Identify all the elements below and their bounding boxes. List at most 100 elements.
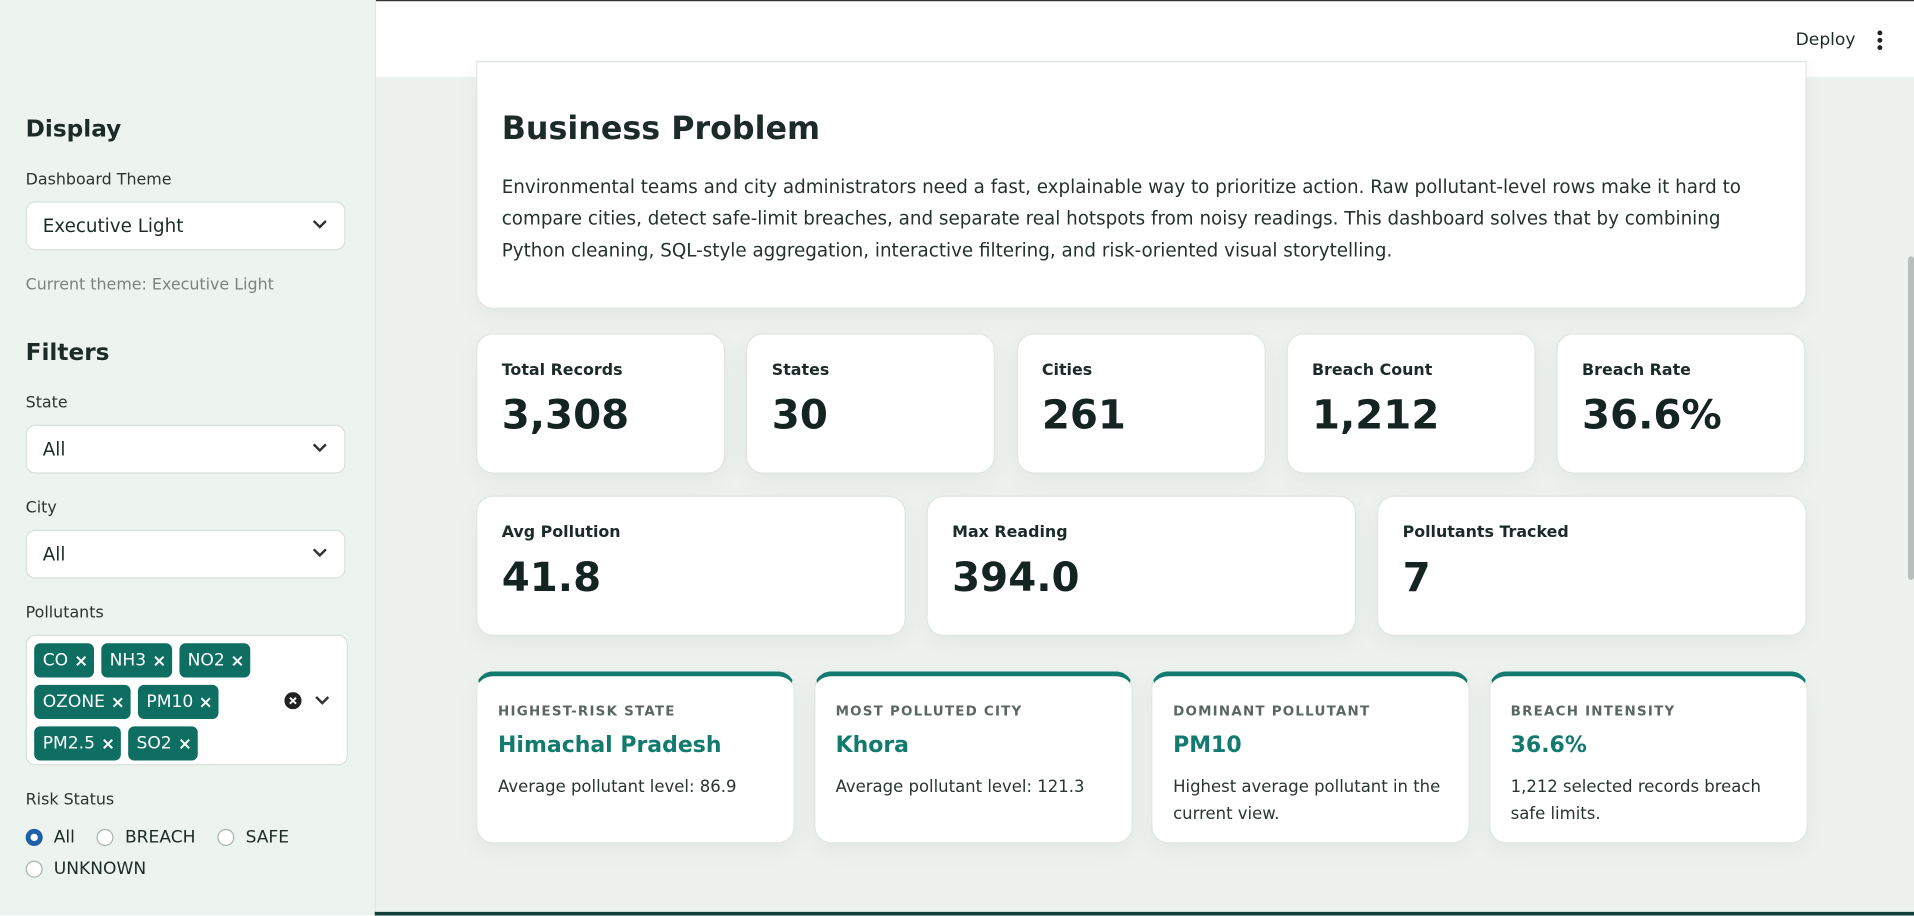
deploy-button[interactable]: Deploy <box>1795 30 1856 51</box>
insight-card: DOMINANT POLLUTANT PM10 Highest average po… <box>1151 671 1470 844</box>
metric-value: 7 <box>1402 552 1431 601</box>
label: Risk Status <box>25 791 115 810</box>
risk-radio-group: All BREACH SAFE UNKNOWN <box>25 822 356 885</box>
radio-label: All <box>53 827 75 848</box>
pollutant-multiselect[interactable]: CO NH3 NO2 OZONE PM10 PM2.5 SO2 <box>25 634 348 768</box>
metric-card: Breach Count 1,212 <box>1286 333 1536 474</box>
remove-icon[interactable] <box>179 739 190 750</box>
remove-icon[interactable] <box>75 656 86 667</box>
tag-text: PM10 <box>146 692 194 712</box>
card-text: Environmental teams and city administrat… <box>501 175 1742 262</box>
metric-value: 1,212 <box>1311 390 1440 439</box>
insight-text: Average pollutant level: 121.3 <box>835 777 1085 798</box>
insight-kicker: DOMINANT POLLUTANT <box>1173 703 1371 719</box>
metric-card: Max Reading 394.0 <box>926 495 1357 636</box>
metric-value: 394.0 <box>952 552 1080 601</box>
radio-option[interactable]: BREACH <box>96 822 196 854</box>
insight-title: Khora <box>835 732 910 759</box>
radio-label: UNKNOWN <box>53 859 147 879</box>
menu-icon[interactable] <box>1876 29 1883 51</box>
state-select[interactable]: All <box>25 424 346 474</box>
metric-value: 41.8 <box>501 552 602 601</box>
tag-text: SO2 <box>136 733 172 754</box>
chevron <box>312 220 327 229</box>
pollutant-tag[interactable]: SO2 <box>127 726 198 761</box>
section-heading: Filters <box>25 339 110 367</box>
metric-value: 30 <box>771 390 828 439</box>
radio-circle <box>96 828 114 846</box>
remove-icon[interactable] <box>201 697 212 708</box>
sidebar: Display Dashboard Theme Executive Light … <box>0 0 376 916</box>
pollutant-tag[interactable]: PM2.5 <box>34 726 121 761</box>
insight-text: Highest average pollutant in the current… <box>1173 777 1441 824</box>
pollutant-tag[interactable]: PM10 <box>137 684 219 719</box>
metric-value: 36.6% <box>1582 390 1722 439</box>
tag-text: NH3 <box>109 650 147 671</box>
chevron <box>315 696 330 705</box>
insight-card: BREACH INTENSITY 36.6% 1,212 selected reco… <box>1488 671 1808 844</box>
select-value: Executive Light <box>42 214 184 237</box>
metric-card: Avg Pollution 41.8 <box>476 495 906 636</box>
radio-option[interactable]: All <box>25 822 75 854</box>
remove-icon[interactable] <box>232 656 243 667</box>
pollutant-tag[interactable]: OZONE <box>34 684 131 719</box>
caption: Current theme: Executive Light <box>25 275 274 295</box>
insight-kicker: MOST POLLUTED CITY <box>835 703 1023 719</box>
radio-circle <box>217 828 235 846</box>
pollutant-tag[interactable]: NO2 <box>179 643 251 678</box>
pollutant-tag[interactable]: NH3 <box>101 643 172 678</box>
problem-card: Business Problem Environmental teams and… <box>476 61 1807 309</box>
city-select[interactable]: All <box>25 529 346 579</box>
radio-label: BREACH <box>124 827 196 848</box>
insight-title: Himachal Pradesh <box>498 732 722 759</box>
theme-select[interactable]: Executive Light <box>25 201 346 251</box>
scrollbar <box>1907 256 1914 580</box>
metric-label: Avg Pollution <box>501 523 621 542</box>
chevron <box>312 443 327 453</box>
label: City <box>25 499 57 518</box>
metric-label: Breach Count <box>1311 361 1433 380</box>
label: Pollutants <box>25 604 104 623</box>
insight-text: Average pollutant level: 86.9 <box>498 777 737 798</box>
card-title: Business Problem <box>501 111 821 148</box>
tag-list: CO NH3 NO2 OZONE PM10 PM2.5 SO2 <box>34 643 278 768</box>
section-heading: Display <box>25 115 122 143</box>
metric-card: Breach Rate 36.6% <box>1556 333 1806 474</box>
radio-circle <box>25 860 43 878</box>
tag-text: OZONE <box>42 692 105 712</box>
radio-label: SAFE <box>245 827 290 848</box>
metric-label: Max Reading <box>952 523 1068 542</box>
pollutant-tag[interactable]: CO <box>34 643 94 678</box>
insight-card: MOST POLLUTED CITY Khora Average pollutant… <box>813 671 1133 844</box>
label: Dashboard Theme <box>25 170 172 190</box>
tag-text: CO <box>42 650 69 671</box>
insight-kicker: BREACH INTENSITY <box>1510 703 1676 719</box>
insight-kicker: HIGHEST-RISK STATE <box>498 703 676 719</box>
tag-text: NO2 <box>187 650 225 671</box>
metric-card: Total Records 3,308 <box>476 333 726 474</box>
metric-label: Total Records <box>501 361 623 380</box>
metric-label: Cities <box>1041 361 1093 380</box>
clear-icon[interactable] <box>284 692 302 710</box>
select-value: All <box>42 438 66 461</box>
bottom-border <box>374 911 1914 916</box>
radio-option[interactable]: UNKNOWN <box>25 853 147 885</box>
remove-icon[interactable] <box>112 697 123 708</box>
label: State <box>25 394 68 413</box>
insight-title: PM10 <box>1173 732 1242 759</box>
chevron <box>312 548 327 558</box>
metric-card: States 30 <box>746 333 996 474</box>
radio-option[interactable]: SAFE <box>217 822 289 854</box>
insight-title: 36.6% <box>1510 732 1587 759</box>
metric-label: Breach Rate <box>1582 361 1691 380</box>
metric-card: Pollutants Tracked 7 <box>1376 495 1807 636</box>
remove-icon[interactable] <box>102 739 113 750</box>
remove-icon[interactable] <box>153 656 164 667</box>
insight-text: 1,212 selected records breach safe limit… <box>1510 777 1761 824</box>
tag-text: PM2.5 <box>42 733 95 754</box>
metric-label: States <box>771 361 830 380</box>
metric-card: Cities 261 <box>1016 333 1266 474</box>
